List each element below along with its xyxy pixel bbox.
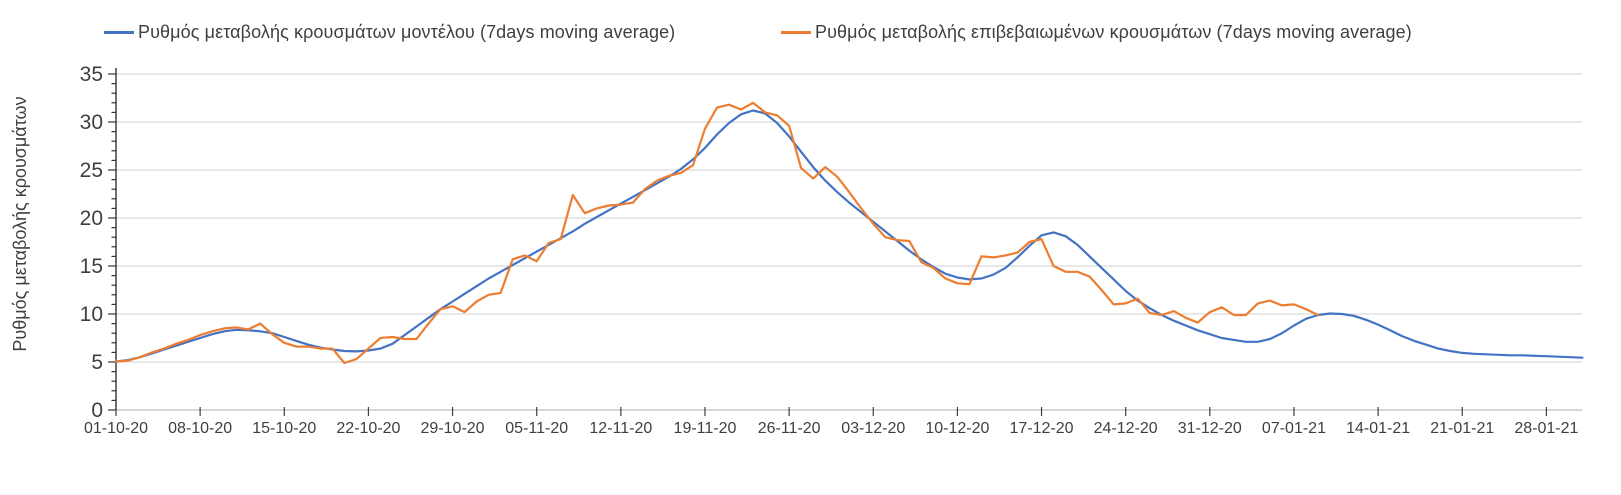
y-tick-label: 15 (80, 255, 103, 278)
x-tick-label: 03-12-20 (841, 420, 905, 437)
y-tick-label: 0 (91, 399, 103, 422)
series-line-confirmed (114, 101, 1320, 365)
x-tick-label: 01-10-20 (84, 420, 148, 437)
x-tick-label: 31-12-20 (1178, 420, 1242, 437)
y-tick-label: 30 (80, 111, 103, 134)
legend-line-model-icon (104, 31, 134, 34)
x-tick-label: 07-01-21 (1262, 420, 1326, 437)
x-tick-label: 19-11-20 (674, 420, 737, 437)
legend-label-model: Ρυθμός μεταβολής κρουσμάτων μοντέλου (7d… (138, 22, 676, 42)
series-line-model (114, 109, 1584, 363)
x-tick-label: 05-11-20 (505, 420, 568, 437)
x-tick-label: 15-10-20 (252, 420, 316, 437)
x-tick-label: 26-11-20 (758, 420, 821, 437)
x-tick-label: 14-01-21 (1346, 420, 1410, 437)
y-tick-label: 5 (91, 351, 103, 374)
x-tick-label: 10-12-20 (925, 420, 989, 437)
x-tick-label: 08-10-20 (168, 420, 232, 437)
legend-line-confirmed-icon (781, 31, 811, 34)
y-tick-label: 10 (80, 303, 103, 326)
legend-item-model: Ρυθμός μεταβολής κρουσμάτων μοντέλου (7d… (104, 22, 675, 43)
x-tick-label: 17-12-20 (1010, 420, 1074, 437)
y-tick-label: 25 (80, 159, 103, 182)
x-tick-label: 29-10-20 (421, 420, 485, 437)
x-tick-label: 12-11-20 (589, 420, 652, 437)
x-tick-label: 24-12-20 (1094, 420, 1158, 437)
legend: Ρυθμός μεταβολής κρουσμάτων μοντέλου (7d… (0, 0, 1621, 52)
y-tick-label: 20 (80, 207, 103, 230)
x-tick-label: 22-10-20 (336, 420, 400, 437)
y-tick-label: 35 (80, 63, 103, 86)
legend-item-confirmed: Ρυθμός μεταβολής επιβεβαιωμένων κρουσμάτ… (781, 22, 1412, 43)
legend-label-confirmed: Ρυθμός μεταβολής επιβεβαιωμένων κρουσμάτ… (815, 22, 1412, 42)
x-tick-label: 21-01-21 (1430, 420, 1494, 437)
x-tick-label: 28-01-21 (1514, 420, 1578, 437)
